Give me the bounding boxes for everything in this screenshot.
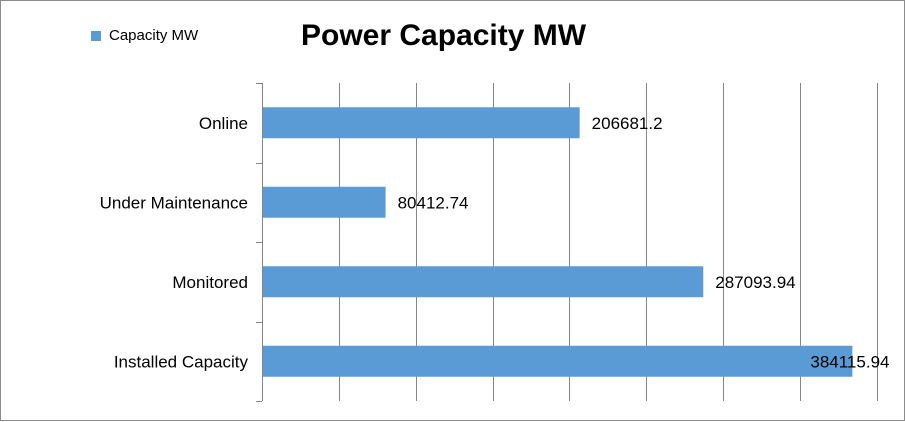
bar — [263, 266, 704, 298]
data-label: 80412.74 — [398, 193, 469, 212]
legend-swatch — [91, 30, 101, 41]
legend-label: Capacity MW — [109, 27, 199, 44]
bar — [263, 345, 853, 377]
chart-title: Power Capacity MW — [301, 19, 587, 52]
data-label: 384115.94 — [810, 352, 889, 371]
category-label: Online — [199, 114, 248, 133]
bar — [263, 107, 580, 139]
category-label: Under Maintenance — [100, 193, 248, 212]
data-label: 206681.2 — [592, 114, 663, 133]
category-label: Monitored — [172, 273, 248, 292]
legend: Capacity MW — [91, 27, 198, 44]
category-label: Installed Capacity — [114, 352, 249, 371]
bar — [263, 186, 386, 218]
data-label: 287093.94 — [715, 273, 795, 292]
